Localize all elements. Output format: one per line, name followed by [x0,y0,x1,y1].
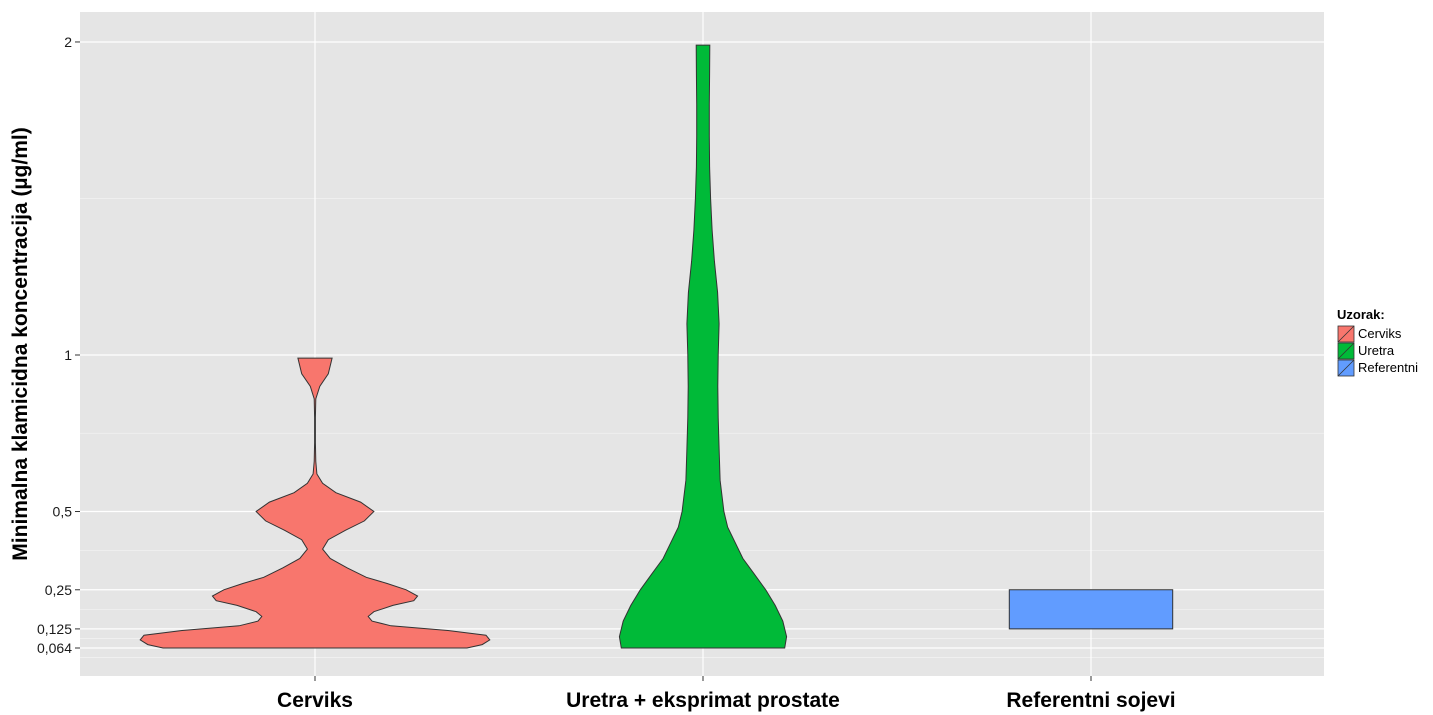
legend-key-slash [1337,359,1355,377]
legend-label: Uretra [1358,343,1395,358]
y-tick-label: 0,25 [45,582,72,598]
violin-uretra [618,44,788,649]
legend-title: Uzorak: [1337,307,1385,322]
violin-referentni [1008,589,1174,630]
violin-cerviks [139,357,491,649]
x-axis-ticks: Cerviks Uretra + eksprimat prostate Refere… [277,676,1176,712]
legend-item-uretra: Uretra [1337,342,1395,360]
x-tick-label: Cerviks [277,689,353,712]
x-tick-label: Uretra + eksprimat prostate [566,689,840,712]
y-tick-label: 0,5 [53,504,73,520]
legend-item-referentni: Referentni [1337,359,1418,377]
violins [139,44,1174,649]
y-tick-label: 0,064 [37,640,72,656]
y-tick-label: 2 [64,34,72,50]
x-tick-label: Referentni sojevi [1006,689,1175,712]
legend-item-cerviks: Cerviks [1337,325,1402,343]
legend-label: Cerviks [1358,326,1402,341]
y-axis-label: Minimalna klamicidna koncentracija (µg/m… [9,127,32,560]
legend: Uzorak: Cerviks Uretra Referentni [1337,307,1418,377]
y-tick-label: 0,125 [37,621,72,637]
y-axis-ticks: 2 1 0,5 0,25 0,125 0,064 [37,34,80,656]
legend-key-slash [1337,342,1355,360]
legend-label: Referentni [1358,360,1418,375]
y-tick-label: 1 [64,347,72,363]
legend-key-slash [1337,325,1355,343]
